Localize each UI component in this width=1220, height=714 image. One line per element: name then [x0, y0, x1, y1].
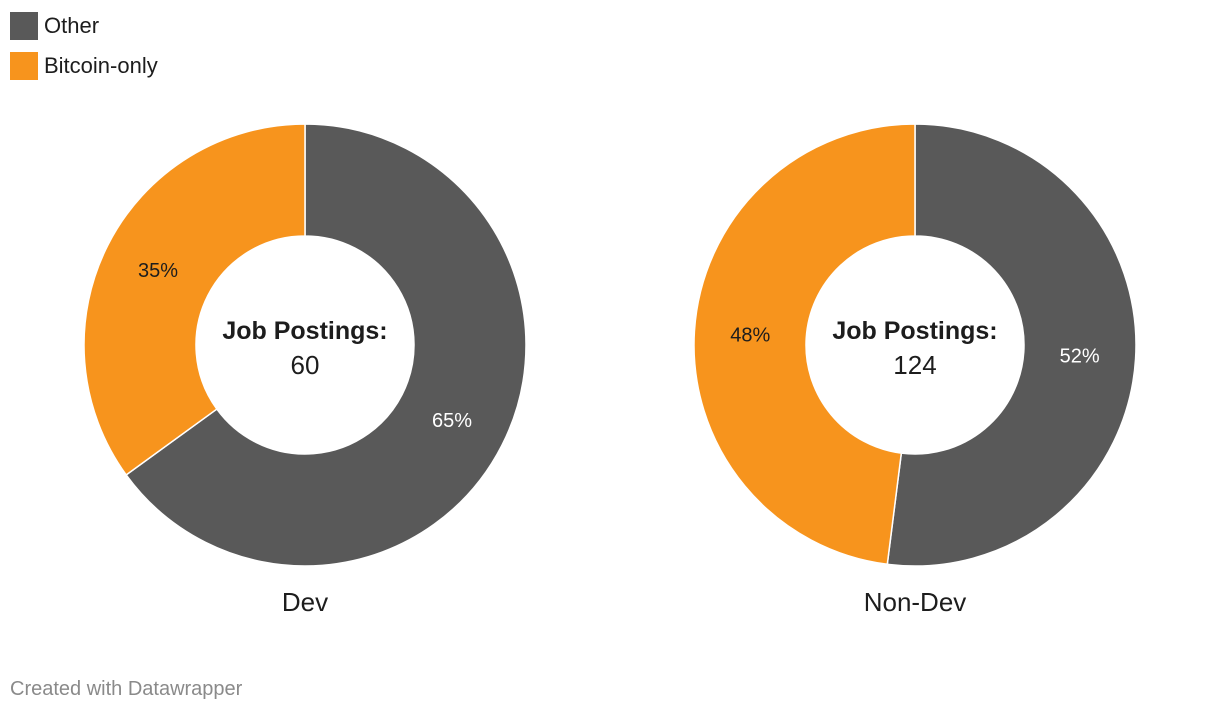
- legend-label-bitcoin-only: Bitcoin-only: [44, 53, 158, 78]
- legend-swatch-bitcoin-only: [10, 52, 38, 80]
- legend: Other Bitcoin-only: [10, 12, 158, 92]
- center-label-dev: Job Postings:: [222, 317, 387, 345]
- slice-dev-other: [125, 123, 527, 567]
- slice-non-dev-bitcoin-only: [693, 123, 916, 566]
- legend-label-other: Other: [44, 13, 100, 38]
- center-label-non-dev: Job Postings:: [832, 317, 997, 345]
- legend-item-bitcoin-only: Bitcoin-only: [10, 52, 158, 80]
- legend-item-other: Other: [10, 12, 158, 40]
- slice-dev-bitcoin-only: [83, 123, 306, 476]
- footer-credit: Created with Datawrapper: [10, 678, 243, 700]
- chart-title-non-dev: Non-Dev: [864, 587, 967, 617]
- slice-label-dev-bitcoin-only: 35%: [138, 260, 178, 282]
- center-value-dev: 60: [291, 350, 320, 380]
- legend-swatch-other: [10, 12, 38, 40]
- center-value-non-dev: 124: [893, 350, 936, 380]
- chart-title-dev: Dev: [282, 587, 328, 617]
- donut-non-dev: 52% 48% Job Postings: 124 Non-Dev: [693, 123, 1137, 617]
- slice-label-non-dev-bitcoin-only: 48%: [730, 325, 770, 347]
- slice-non-dev-other: [886, 123, 1137, 567]
- donut-dev: 65% 35% Job Postings: 60 Dev: [83, 123, 527, 617]
- slice-label-non-dev-other: 52%: [1060, 345, 1100, 367]
- slice-label-dev-other: 65%: [432, 410, 472, 432]
